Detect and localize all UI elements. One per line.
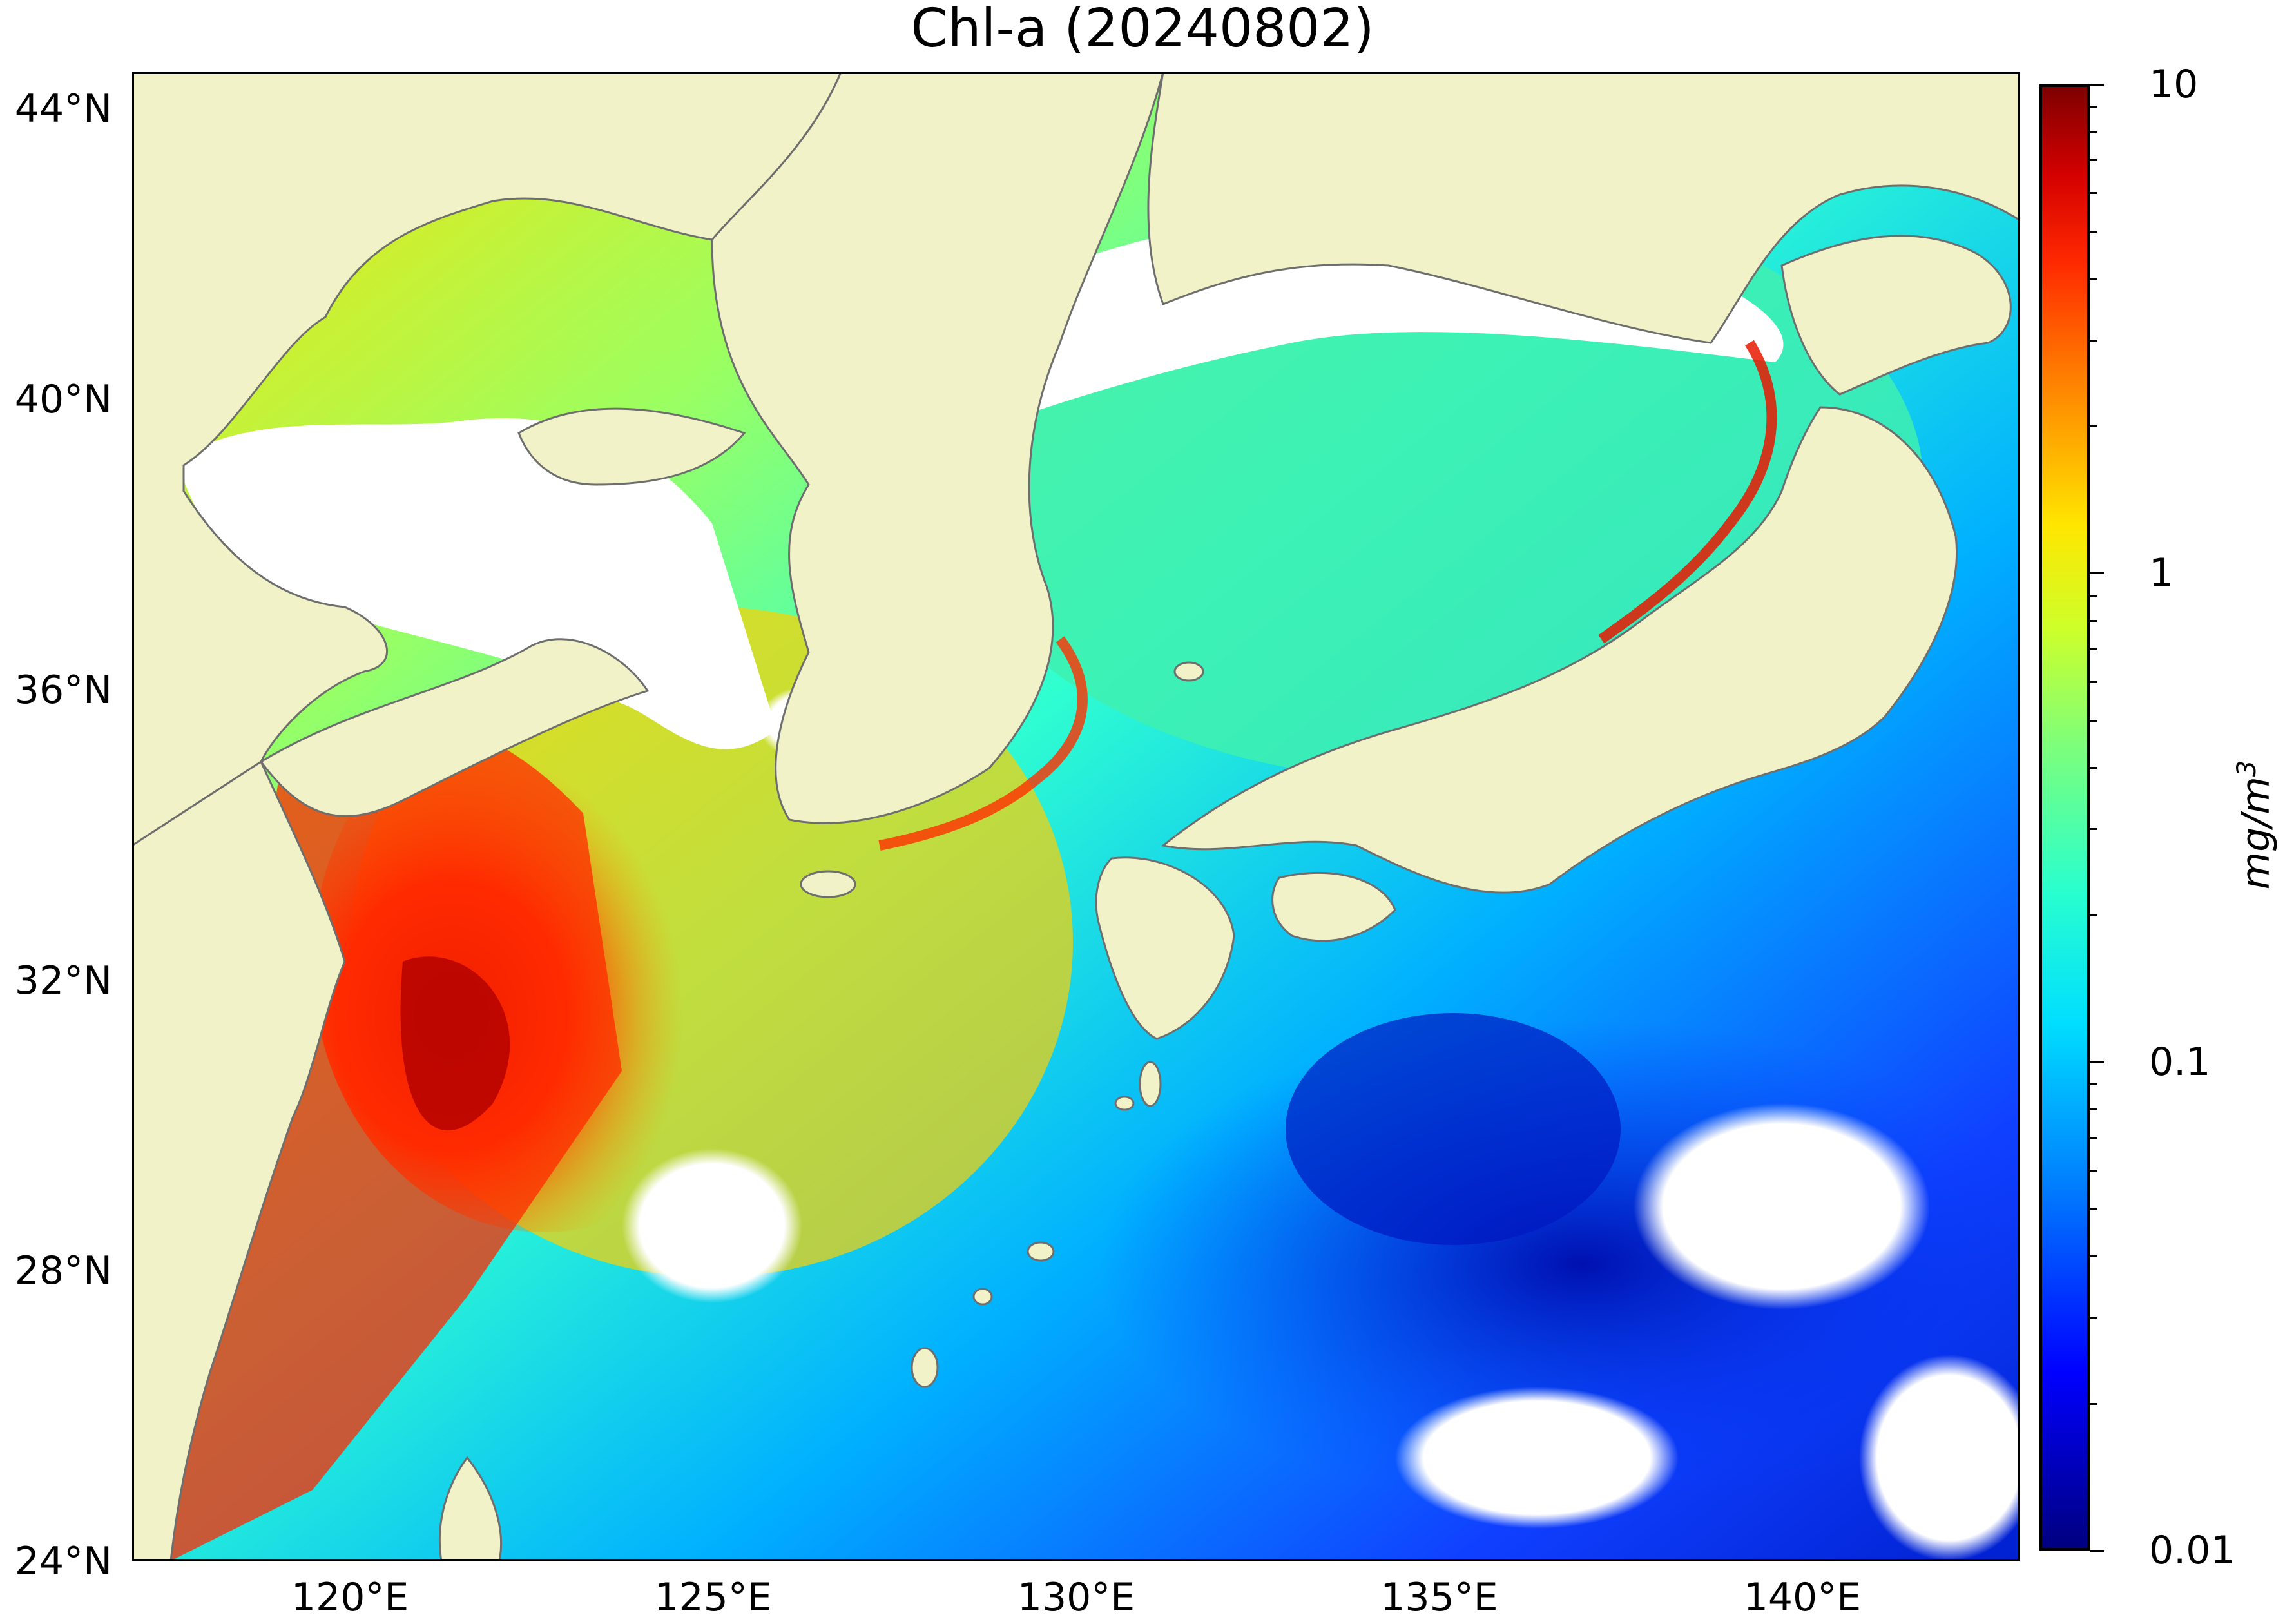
lat-label-24: 24°N [14,1539,112,1584]
colorbar-minor-tick [2090,767,2097,769]
map-canvas [132,72,2020,1561]
lon-label-120: 120°E [291,1575,409,1620]
colorbar-minor-tick [2090,719,2097,722]
cloud-pacific-se [1859,1355,2020,1561]
land-hokkaido [1780,235,2012,396]
colorbar-minor-tick [2090,106,2097,108]
colorbar-minor-tick [2090,619,2097,622]
colorbar-major-tick [2090,572,2104,575]
land-taiwan [438,1456,502,1561]
colorbar-label-1: 1 [2149,550,2174,596]
land-kyushu [1095,856,1235,1040]
lon-label-130: 130°E [1017,1575,1135,1620]
colorbar-minor-tick [2090,914,2097,916]
lon-label-140: 140°E [1743,1575,1862,1620]
cloud-pacific-east [1634,1103,1930,1310]
land-island [972,1288,993,1306]
colorbar-major-tick [2090,1550,2104,1552]
colorbar-minor-tick [2090,1402,2097,1405]
colorbar-unit-exponent: 3 [2232,760,2262,777]
colorbar-major-tick [2090,84,2104,86]
colorbar-unit-base: mg/m [2233,777,2279,890]
colorbar-minor-tick [2090,1255,2097,1258]
colorbar-label-0.1: 0.1 [2149,1039,2211,1085]
land-shikoku [1271,871,1396,942]
japan-coastal-bloom [1598,340,1777,644]
colorbar-minor-tick [2090,827,2097,830]
colorbar-label-10: 10 [2149,62,2199,107]
chlorophyll-map [132,72,2020,1561]
land-honshu [1161,406,1958,894]
land-okinawa [911,1347,939,1388]
land-island [1139,1061,1162,1107]
colorbar-minor-tick [2090,278,2097,280]
pacific-deep-blue [1286,1013,1621,1245]
coastal-high-chl [400,956,510,1131]
lat-label-36: 36°N [14,667,112,713]
colorbar-minor-tick [2090,425,2097,428]
land-shandong [259,638,650,817]
land-ulleungdo [1173,661,1204,682]
land-jeju [800,870,856,898]
colorbar-major-tick [2090,1061,2104,1063]
colorbar-minor-tick [2090,192,2097,195]
colorbar-minor-tick [2090,1108,2097,1111]
land-korea [711,72,1164,824]
colorbar-minor-tick [2090,1137,2097,1139]
land-northeast-china [132,72,842,847]
colorbar-minor-tick [2090,1317,2097,1319]
korea-coastal-bloom [878,636,1088,851]
lon-label-135: 135°E [1380,1575,1498,1620]
colorbar-minor-tick [2090,131,2097,133]
colorbar-minor-tick [2090,595,2097,597]
lon-label-125: 125°E [654,1575,772,1620]
colorbar-minor-tick [2090,231,2097,233]
lat-label-32: 32°N [14,958,112,1003]
colorbar-unit: mg/m3 [2232,760,2279,890]
cloud-pacific-south [1395,1387,1679,1529]
colorbar-minor-tick [2090,1083,2097,1086]
lat-label-44: 44°N [14,86,112,132]
colorbar-label-0.01: 0.01 [2149,1528,2235,1573]
colorbar-minor-tick [2090,648,2097,650]
colorbar-minor-tick [2090,1169,2097,1172]
colorbar-minor-tick [2090,159,2097,162]
colorbar-minor-tick [2090,339,2097,342]
lat-label-40: 40°N [14,377,112,423]
lat-label-28: 28°N [14,1248,112,1294]
colorbar [2039,84,2090,1551]
land-liaodong [517,407,746,486]
cloud-ecs [622,1148,802,1303]
map-title: Chl-a (20240802) [911,0,1374,59]
colorbar-minor-tick [2090,681,2097,683]
land-island [1027,1241,1055,1262]
land-east-china [132,760,346,1561]
land-russia [1147,72,2020,344]
colorbar-minor-tick [2090,1208,2097,1210]
land-island [1114,1096,1135,1111]
